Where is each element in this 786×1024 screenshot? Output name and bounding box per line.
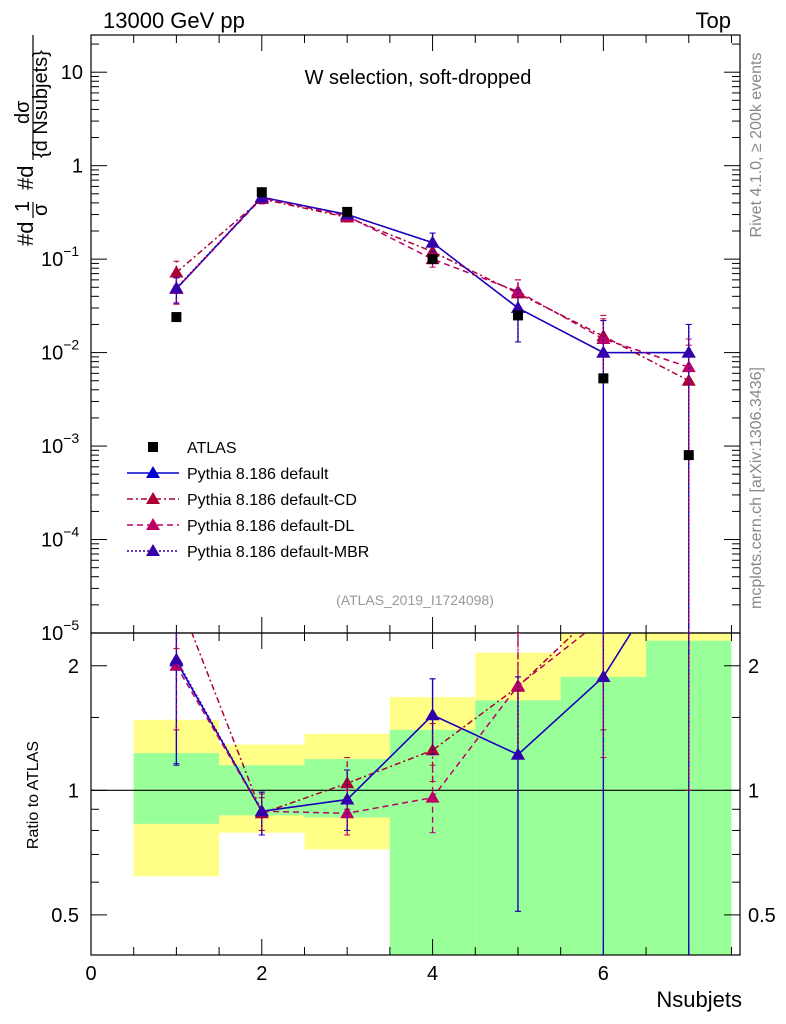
ratio-xtick-label: 0 bbox=[85, 963, 96, 985]
marker-pythia-8-186-default-mbr bbox=[340, 792, 355, 805]
marker-pythia-8-186-default-dl bbox=[169, 658, 184, 671]
point-atlas bbox=[512, 310, 523, 321]
main-ytick-exponent: −4 bbox=[63, 524, 79, 540]
ratio-ytick-label: 2 bbox=[68, 656, 79, 678]
main-ytick-exponent: −5 bbox=[63, 617, 79, 633]
main-axes: 10−5 10−4 10−3 10−2 10−1 1 10 bbox=[41, 34, 741, 645]
point-atlas bbox=[256, 187, 267, 198]
marker-pythia-8-186-default-dl bbox=[681, 360, 696, 373]
main-title: W selection, soft-dropped bbox=[305, 67, 532, 89]
ratio-ytick-label-right: 1 bbox=[748, 780, 759, 802]
main-ytick-label: 10−1 bbox=[41, 243, 79, 271]
ratio-axes: 0 2 4 6 0.5 0.5 1 1 2 2 bbox=[51, 632, 776, 985]
main-series bbox=[169, 187, 696, 633]
marker-pythia-8-186-default-dl bbox=[340, 806, 355, 819]
ratio-ytick-label: 0.5 bbox=[51, 905, 79, 927]
marker-pythia-8-186-default-mbr bbox=[510, 747, 525, 760]
header-energy: 13000 GeV pp bbox=[103, 8, 245, 33]
ratio-xtick-label: 4 bbox=[427, 963, 438, 985]
line-pythia-8-186-default bbox=[175, 196, 689, 354]
ylabel-part-1: #d bbox=[13, 222, 38, 246]
ratio-frame bbox=[90, 632, 741, 956]
point-atlas bbox=[598, 373, 609, 384]
legend-label-pythia-8-186-default-cd: Pythia 8.186 default-CD bbox=[187, 492, 357, 509]
side-label-mcplots: mcplots.cern.ch [arXiv:1306.3436] bbox=[748, 367, 765, 609]
side-label-rivet: Rivet 4.1.0, ≥ 200k events bbox=[748, 53, 765, 238]
main-ytick-label: 10−4 bbox=[41, 524, 79, 552]
ratio-y-axis-label: Ratio to ATLAS bbox=[25, 741, 42, 849]
marker-pythia-8-186-default-mbr bbox=[169, 652, 184, 665]
main-ytick-label: 10 bbox=[61, 62, 83, 84]
main-ytick-label: 10−5 bbox=[41, 617, 79, 645]
ratio-ytick-label-right: 2 bbox=[748, 656, 759, 678]
legend-marker-atlas bbox=[148, 442, 158, 452]
main-ytick-exponent: −1 bbox=[63, 243, 79, 259]
legend: ATLAS Pythia 8.186 default Pythia 8.186 de… bbox=[127, 440, 369, 561]
marker-pythia-8-186-default-mbr bbox=[596, 345, 611, 358]
ylabel-part-5: dσ bbox=[12, 100, 34, 124]
ylabel-part-6: {d Nsubjets} bbox=[30, 50, 52, 158]
ylabel-part-2: 1 bbox=[12, 201, 34, 212]
marker-pythia-8-186-default-dl bbox=[596, 331, 611, 344]
marker-pythia-8-186-default-mbr bbox=[425, 708, 440, 721]
point-atlas bbox=[683, 450, 694, 461]
point-atlas bbox=[427, 254, 438, 265]
ylabel-part-3: σ bbox=[30, 203, 52, 216]
legend-marker-pythia-8-186-default-cd bbox=[146, 492, 160, 504]
ratio-xtick-label: 2 bbox=[256, 963, 267, 985]
ratio-xtick-label: 6 bbox=[598, 963, 609, 985]
marker-pythia-8-186-default-mbr bbox=[510, 301, 525, 314]
marker-pythia-8-186-default-mbr bbox=[254, 804, 269, 817]
x-axis-label: Nsubjets bbox=[656, 987, 742, 1012]
legend-label-pythia-8-186-default-mbr: Pythia 8.186 default-MBR bbox=[187, 544, 369, 561]
header-process: Top bbox=[696, 8, 731, 33]
marker-pythia-8-186-default-dl bbox=[425, 790, 440, 803]
ratio-ytick-label: 1 bbox=[68, 780, 79, 802]
main-ytick-label: 1 bbox=[72, 156, 83, 178]
legend-marker-pythia-8-186-default bbox=[146, 466, 160, 478]
main-ytick-exponent: −2 bbox=[63, 337, 79, 353]
point-atlas bbox=[171, 312, 182, 323]
point-atlas bbox=[342, 206, 353, 217]
legend-label-pythia-8-186-default: Pythia 8.186 default bbox=[187, 466, 329, 483]
ratio-series bbox=[169, 586, 692, 955]
line-pythia-8-186-default-dl bbox=[175, 197, 689, 368]
ratio-ytick-label-right: 0.5 bbox=[748, 905, 776, 927]
marker-pythia-8-186-default-mbr bbox=[596, 669, 611, 682]
marker-pythia-8-186-default-cd bbox=[169, 586, 183, 598]
marker-pythia-8-186-default-dl bbox=[510, 284, 525, 297]
line-pythia-8-186-default-cd bbox=[175, 198, 690, 382]
main-ytick-label: 10−3 bbox=[41, 430, 79, 458]
main-ytick-label: 10−2 bbox=[41, 337, 79, 365]
marker-pythia-8-186-default-mbr bbox=[425, 235, 440, 248]
legend-label-atlas: ATLAS bbox=[187, 440, 237, 457]
line-pythia-8-186-default-mbr bbox=[175, 196, 689, 354]
main-ytick-exponent: −3 bbox=[63, 430, 79, 446]
legend-label-pythia-8-186-default-dl: Pythia 8.186 default-DL bbox=[187, 518, 354, 535]
main-y-axis-label: #d 1 σ #d dσ {d Nsubjets} bbox=[12, 35, 52, 246]
legend-marker-pythia-8-186-default-mbr bbox=[146, 544, 160, 556]
marker-pythia-8-186-default-mbr bbox=[169, 281, 184, 294]
marker-pythia-8-186-default-cd bbox=[169, 265, 184, 278]
marker-pythia-8-186-default-mbr bbox=[681, 345, 696, 358]
legend-marker-pythia-8-186-default-dl bbox=[146, 518, 160, 530]
analysis-id: (ATLAS_2019_I1724098) bbox=[336, 592, 494, 608]
marker-pythia-8-186-default-dl bbox=[510, 678, 525, 691]
ylabel-part-4: #d bbox=[13, 166, 38, 190]
